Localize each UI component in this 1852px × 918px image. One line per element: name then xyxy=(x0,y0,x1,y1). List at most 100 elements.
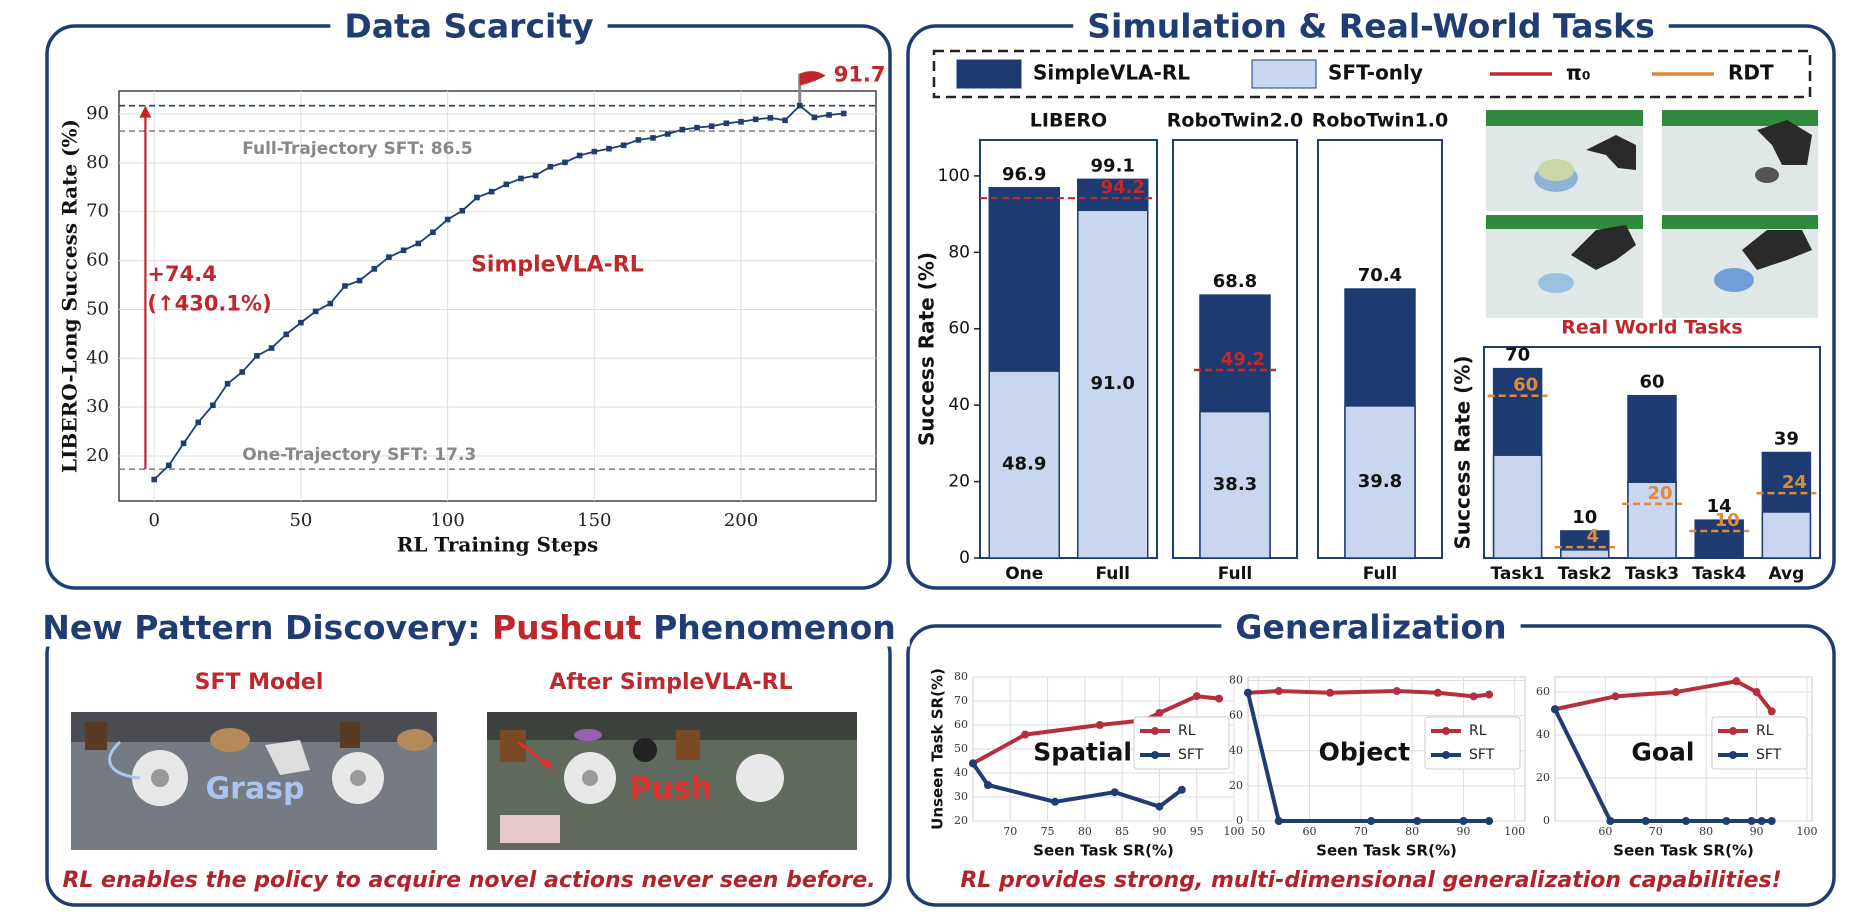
point xyxy=(1747,817,1756,825)
point xyxy=(1767,707,1776,716)
gain-sublabel: (↑430.1%) xyxy=(147,292,271,316)
bar xyxy=(1560,549,1610,559)
legend-label: RL xyxy=(1469,723,1487,739)
value-label: 38.3 xyxy=(1213,474,1257,495)
robot-photo xyxy=(1662,110,1818,211)
point xyxy=(503,181,510,188)
chart-title: Real World Tasks xyxy=(1561,317,1742,339)
value-label: 96.9 xyxy=(1002,164,1046,185)
point xyxy=(371,266,378,272)
point xyxy=(1392,687,1401,696)
x-tick-label: Full xyxy=(1363,564,1398,584)
x-tick-label: 80 xyxy=(1405,825,1419,838)
photo-label: After SimpleVLA-RL xyxy=(549,670,792,695)
x-tick-label: Task4 xyxy=(1692,564,1746,584)
x-axis-label: Seen Task SR(%) xyxy=(1033,842,1174,860)
point xyxy=(1641,817,1650,825)
title-backing xyxy=(330,6,608,46)
legend-swatch xyxy=(1442,727,1450,735)
value-label: 14 xyxy=(1707,496,1732,517)
point xyxy=(532,172,539,179)
bar xyxy=(1492,454,1543,559)
x-axis-label: RL Training Steps xyxy=(397,533,598,557)
point xyxy=(1110,788,1119,797)
point xyxy=(1274,817,1283,825)
flag-label: 91.7 xyxy=(834,63,886,87)
x-tick-label: 0 xyxy=(148,510,159,531)
value-label: 70.4 xyxy=(1358,265,1402,286)
bar xyxy=(1077,209,1149,559)
point xyxy=(195,419,202,426)
point xyxy=(635,137,642,143)
caption: RL enables the policy to acquire novel a… xyxy=(62,868,875,893)
point xyxy=(327,300,334,307)
value-label: 70 xyxy=(1505,345,1530,366)
reference-label: One-Trajectory SFT: 17.3 xyxy=(242,445,476,465)
point xyxy=(606,145,612,152)
value-label: 60 xyxy=(1639,372,1664,393)
x-tick-label: Task1 xyxy=(1491,564,1545,584)
y-tick-label: 70 xyxy=(954,694,968,707)
point xyxy=(430,229,436,236)
legend-label: SimpleVLA-RL xyxy=(1033,61,1190,85)
series-label: SimpleVLA-RL xyxy=(471,252,644,277)
y-tick-label: 20 xyxy=(954,814,968,827)
reference-label: 24 xyxy=(1782,472,1807,493)
legend-swatch xyxy=(1729,727,1737,735)
y-tick-label: 20 xyxy=(948,472,970,492)
point xyxy=(518,175,524,182)
x-axis-label: Seen Task SR(%) xyxy=(1613,842,1754,860)
point xyxy=(1485,690,1494,699)
point xyxy=(1155,802,1164,811)
value-label: 91.0 xyxy=(1091,373,1135,394)
point xyxy=(1274,687,1283,696)
y-axis-label: LIBERO-Long Success Rate (%) xyxy=(58,119,82,473)
point xyxy=(796,102,803,109)
robot-photo xyxy=(1486,215,1643,318)
legend-label: SFT-only xyxy=(1328,61,1423,85)
legend-label: RDT xyxy=(1728,61,1774,85)
y-tick-label: 0 xyxy=(959,548,970,568)
point xyxy=(239,369,246,375)
point xyxy=(1244,688,1252,697)
y-axis-label: Success Rate (%) xyxy=(915,252,939,446)
point xyxy=(400,247,407,254)
reference-label: 20 xyxy=(1647,483,1672,504)
value-label: 39 xyxy=(1774,429,1799,450)
point xyxy=(723,120,730,127)
legend-label: SFT xyxy=(1469,747,1495,763)
point xyxy=(342,283,348,289)
y-tick-label: 50 xyxy=(86,298,109,319)
y-tick-label: 80 xyxy=(948,242,970,262)
point xyxy=(650,135,656,141)
action-label: Grasp xyxy=(206,772,305,807)
point xyxy=(983,781,992,789)
bar xyxy=(1694,519,1744,559)
point xyxy=(708,123,715,129)
point xyxy=(1413,817,1422,825)
point xyxy=(591,148,598,155)
x-tick-label: 100 xyxy=(430,510,464,531)
point xyxy=(576,152,583,159)
y-axis-label: Unseen Task SR(%) xyxy=(929,668,947,830)
legend-label: SFT xyxy=(1756,747,1782,763)
robot-photo xyxy=(1662,215,1818,318)
point xyxy=(1215,694,1224,703)
title-backing xyxy=(28,607,910,647)
value-label: 39.8 xyxy=(1358,471,1402,492)
legend-swatch xyxy=(1151,727,1159,735)
y-axis-label: Success Rate (%) xyxy=(1451,356,1475,550)
y-tick-label: 20 xyxy=(1536,771,1550,784)
x-tick-label: Full xyxy=(1218,564,1253,584)
point xyxy=(1367,817,1376,825)
series-line xyxy=(1554,679,1774,713)
chart-title: Object xyxy=(1319,737,1410,766)
photo-label: SFT Model xyxy=(195,670,324,695)
x-tick-label: 50 xyxy=(1251,825,1265,838)
point xyxy=(738,118,744,125)
bar xyxy=(1761,511,1812,559)
point xyxy=(254,353,260,359)
gain-label: +74.4 xyxy=(147,262,216,286)
point xyxy=(151,476,158,483)
y-tick-label: 60 xyxy=(948,319,970,339)
